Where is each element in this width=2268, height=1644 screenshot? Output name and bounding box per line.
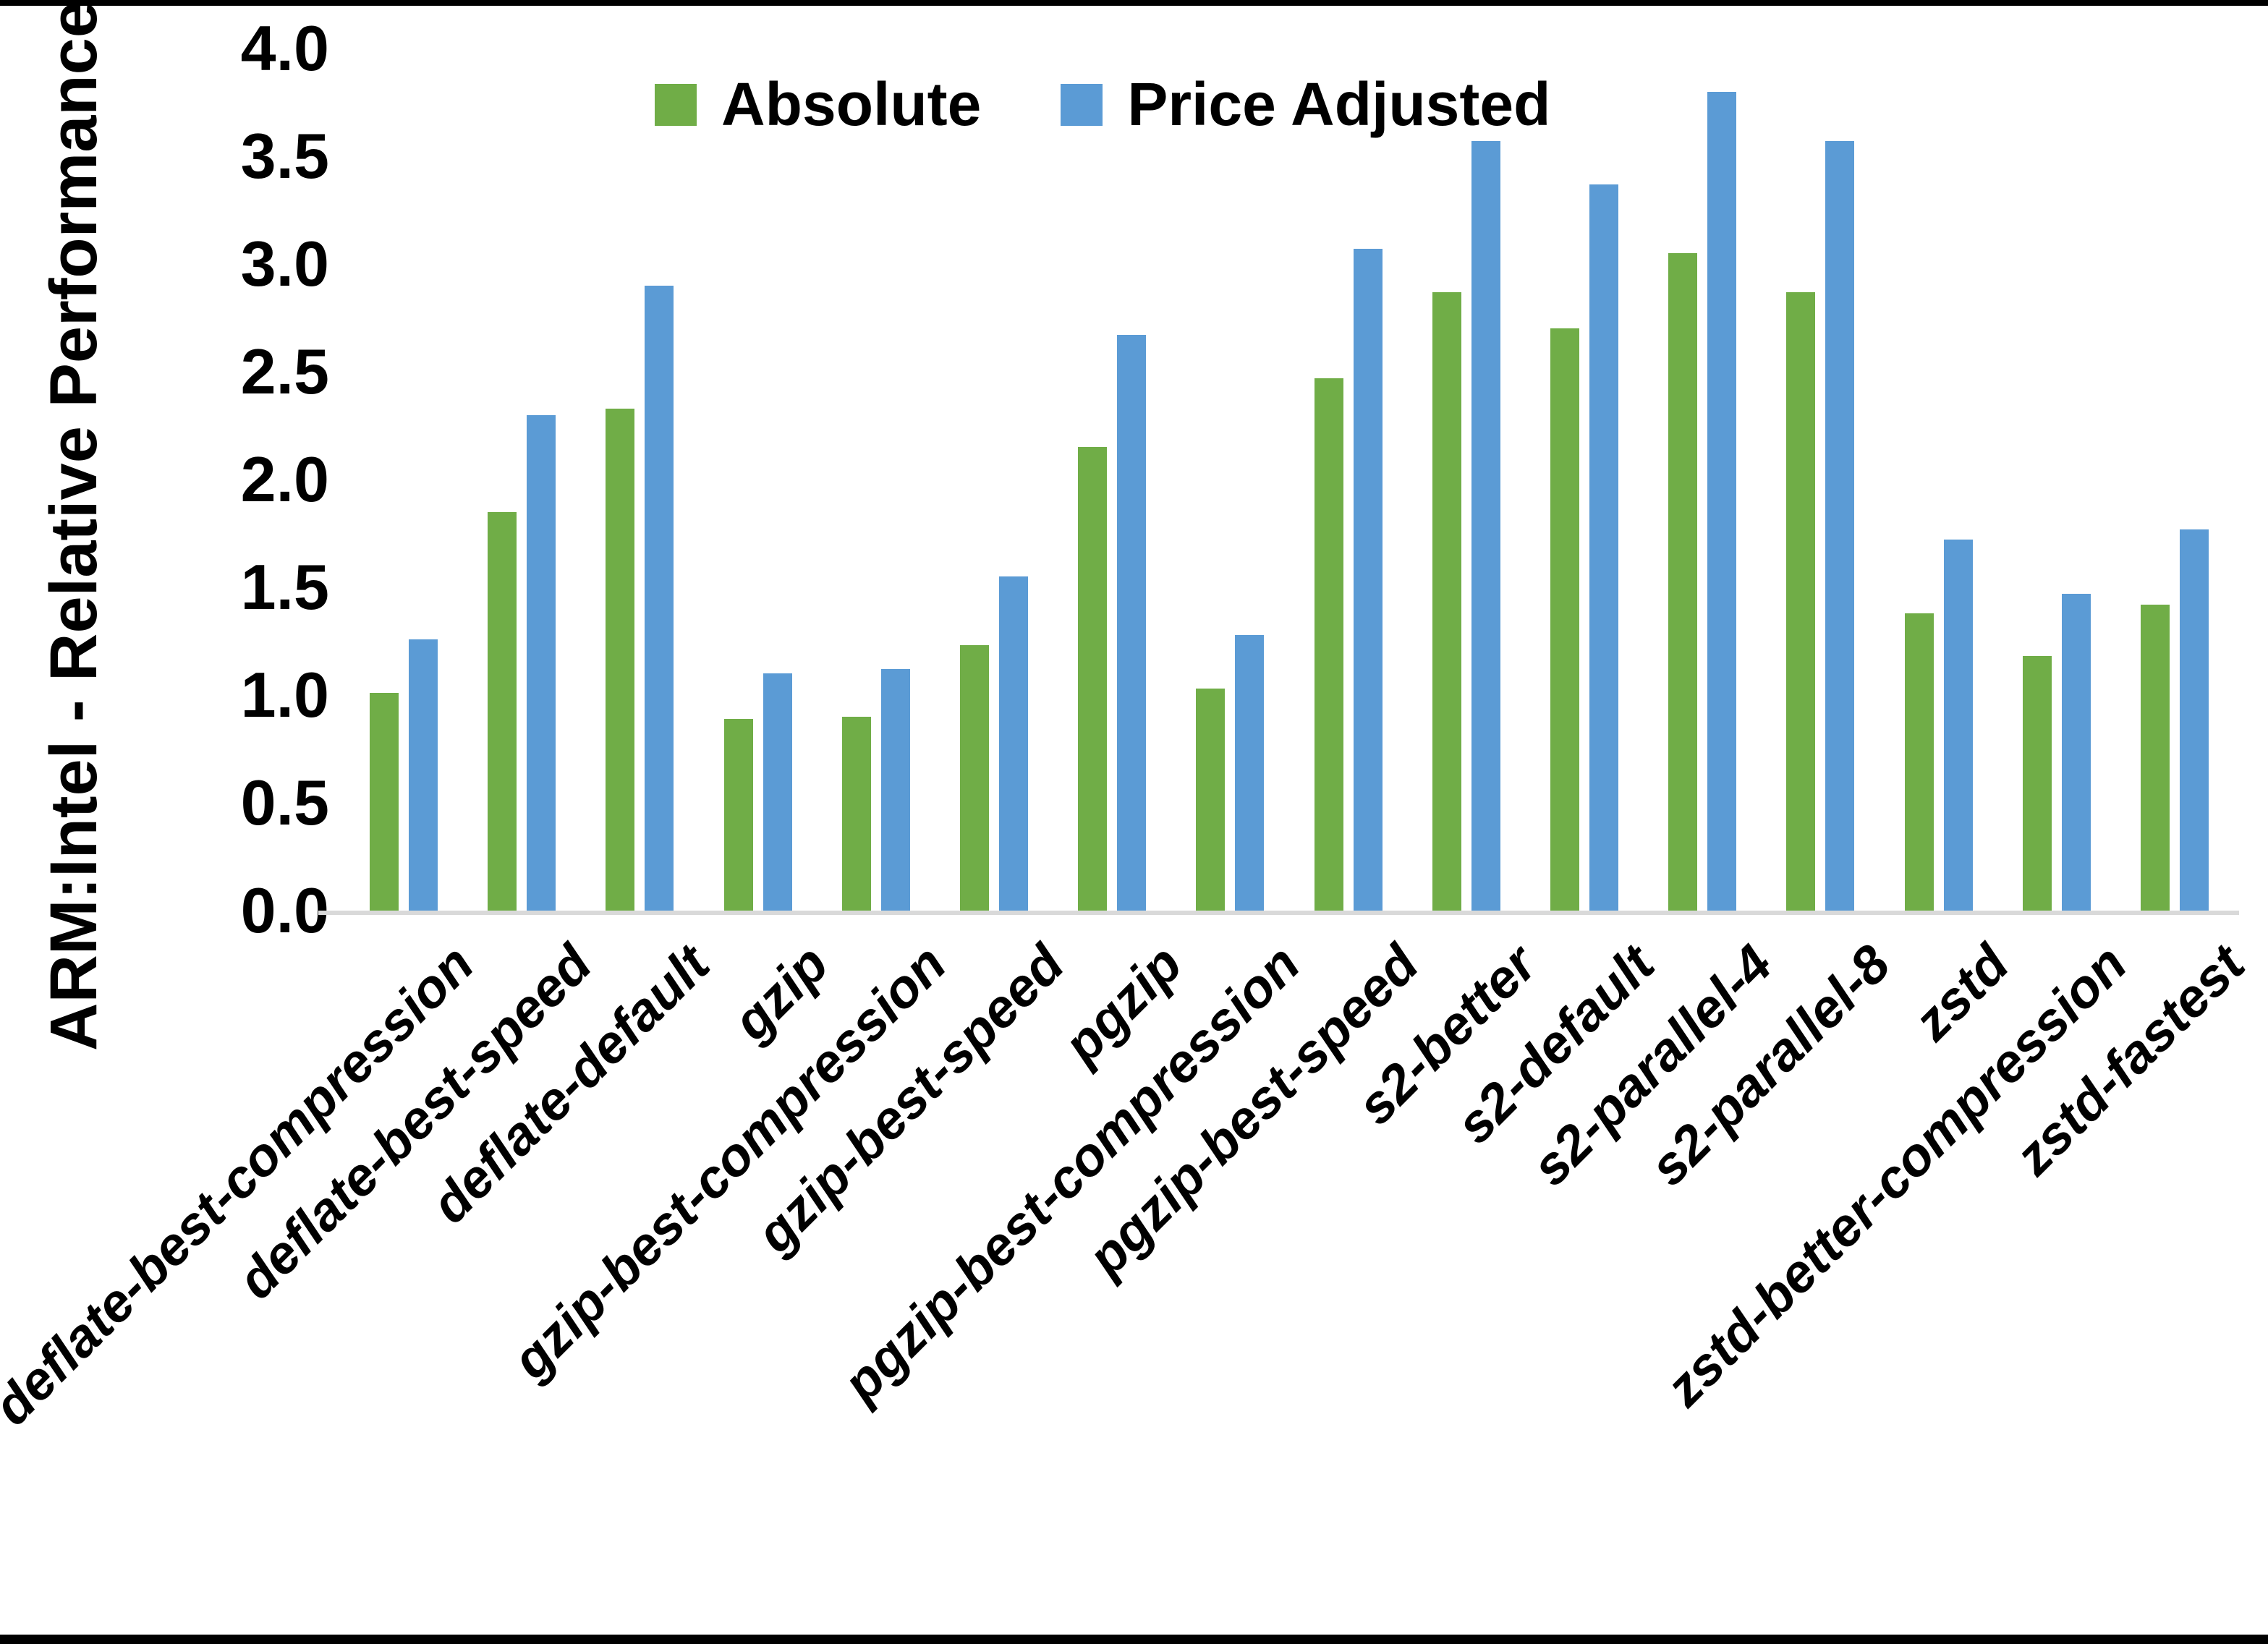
bar-absolute-pgzip-best-compression	[1196, 689, 1226, 911]
y-tick-label-3.0: 3.0	[240, 228, 329, 299]
legend-label-price-adjusted: Price Adjusted	[1127, 70, 1551, 138]
bottom-border-line	[0, 1635, 2268, 1644]
y-tick-label-2.5: 2.5	[240, 336, 329, 407]
legend-swatch-absolute-icon	[655, 83, 697, 126]
bar-price-adjusted-s2-parallel-4	[1707, 92, 1737, 911]
bar-price-adjusted-zstd-better-compression	[2061, 594, 2091, 911]
bar-absolute-gzip	[723, 719, 753, 911]
bar-absolute-s2-parallel-4	[1668, 253, 1698, 911]
bar-absolute-zstd-better-compression	[2022, 656, 2052, 911]
bar-price-adjusted-s2-default	[1589, 184, 1618, 911]
y-tick-label-2.0: 2.0	[240, 443, 329, 515]
legend: Absolute Price Adjusted	[655, 69, 1550, 140]
bar-price-adjusted-gzip-best-speed	[999, 576, 1028, 911]
y-tick-label-0.0: 0.0	[240, 874, 329, 946]
bar-absolute-s2-parallel-8	[1786, 292, 1816, 911]
bar-price-adjusted-deflate-best-compression	[409, 639, 438, 911]
bar-price-adjusted-gzip-best-compression	[880, 669, 910, 911]
legend-label-absolute: Absolute	[721, 70, 982, 138]
bar-absolute-gzip-best-compression	[841, 717, 871, 911]
bar-absolute-pgzip-best-speed	[1314, 378, 1343, 911]
legend-item-absolute: Absolute	[655, 69, 981, 140]
bar-price-adjusted-deflate-best-speed	[527, 415, 556, 911]
bar-price-adjusted-pgzip-best-compression	[1235, 635, 1265, 911]
bar-absolute-zstd-fastest	[2141, 605, 2170, 911]
bar-price-adjusted-pgzip	[1117, 335, 1147, 911]
bar-absolute-deflate-default	[606, 409, 635, 911]
legend-swatch-price-adjusted-icon	[1061, 83, 1103, 126]
bar-price-adjusted-zstd	[1943, 540, 1973, 911]
y-axis-title: ARM:Intel - Relative Performance	[37, 1, 111, 1051]
bar-absolute-deflate-best-speed	[488, 512, 517, 911]
x-axis-line	[318, 911, 2239, 915]
bar-absolute-pgzip	[1078, 447, 1108, 911]
legend-item-price-adjusted: Price Adjusted	[1061, 69, 1550, 140]
bar-absolute-s2-default	[1550, 328, 1579, 911]
bar-price-adjusted-s2-parallel-8	[1825, 141, 1855, 911]
bar-price-adjusted-pgzip-best-speed	[1353, 249, 1383, 911]
top-border-line	[0, 0, 2268, 6]
bar-absolute-zstd	[1904, 613, 1934, 911]
bar-price-adjusted-zstd-fastest	[2180, 529, 2209, 911]
y-tick-label-0.5: 0.5	[240, 767, 329, 838]
y-tick-label-3.5: 3.5	[240, 120, 329, 192]
y-tick-label-1.5: 1.5	[240, 551, 329, 623]
bar-absolute-s2-better	[1432, 292, 1461, 911]
bar-price-adjusted-s2-better	[1471, 141, 1500, 911]
y-tick-label-4.0: 4.0	[240, 12, 329, 84]
bar-absolute-deflate-best-compression	[370, 693, 399, 911]
bar-price-adjusted-deflate-default	[645, 286, 674, 911]
bar-absolute-gzip-best-speed	[960, 645, 989, 911]
y-tick-label-1.0: 1.0	[240, 659, 329, 731]
bar-price-adjusted-gzip	[763, 673, 792, 911]
